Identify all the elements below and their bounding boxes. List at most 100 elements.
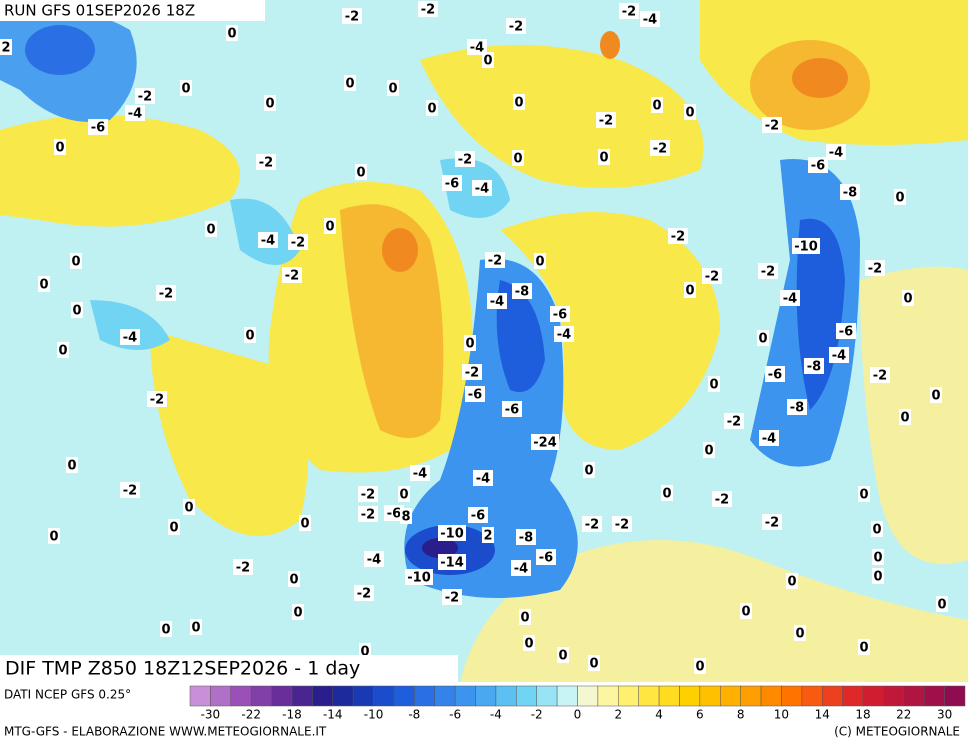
contour-label-box bbox=[650, 140, 670, 156]
contour-label: 0 bbox=[599, 151, 608, 166]
contour-label: -2 bbox=[653, 142, 667, 157]
colorbar-swatch bbox=[189, 685, 211, 707]
contour-label: -6 bbox=[505, 403, 519, 418]
contour-label-box bbox=[233, 559, 253, 575]
contour-label: -2 bbox=[761, 265, 775, 280]
contour-label-box bbox=[387, 80, 399, 96]
contour-label-box bbox=[442, 589, 462, 605]
contour-label: 0 bbox=[39, 278, 48, 293]
contour-label: 0 bbox=[181, 82, 190, 97]
contour-label: -2 bbox=[765, 516, 779, 531]
colorbar-label: -8 bbox=[408, 708, 420, 722]
copyright: (C) METEOGIORNALE bbox=[834, 725, 960, 739]
contour-label-box bbox=[502, 401, 522, 417]
contour-label-box bbox=[829, 347, 849, 363]
contour-label-box bbox=[516, 529, 536, 545]
contour-label: 0 bbox=[169, 521, 178, 536]
contour-label-box bbox=[858, 486, 870, 502]
colorbar-swatch bbox=[250, 685, 272, 707]
contour-label: 0 bbox=[67, 459, 76, 474]
contour-label: -2 bbox=[123, 484, 137, 499]
contour-label: 0 bbox=[161, 623, 170, 638]
colorbar-swatch bbox=[495, 685, 517, 707]
contour-label-box bbox=[684, 104, 696, 120]
contour-label-box bbox=[870, 367, 890, 383]
contour-label: -6 bbox=[468, 388, 482, 403]
contour-label-box bbox=[708, 376, 720, 392]
colorbar-swatch bbox=[434, 685, 456, 707]
contour-label-box bbox=[808, 157, 828, 173]
map-field bbox=[0, 0, 968, 682]
colorbar-swatch bbox=[638, 685, 660, 707]
contour-label: -8 bbox=[843, 186, 857, 201]
contour-label-box bbox=[619, 3, 639, 19]
contour-label: 0 bbox=[360, 645, 369, 660]
contour-label: 0 bbox=[584, 464, 593, 479]
contour-label: -2 bbox=[715, 493, 729, 508]
contour-label: -2 bbox=[615, 518, 629, 533]
contour-label-box bbox=[534, 253, 546, 269]
contour-label: 0 bbox=[795, 627, 804, 642]
contour-label: 0 bbox=[356, 166, 365, 181]
contour-label: -6 bbox=[387, 507, 401, 522]
contour-label-box bbox=[557, 647, 569, 663]
contour-label: -4 bbox=[557, 328, 571, 343]
contour-label-box bbox=[384, 505, 404, 521]
contour-label: 0 bbox=[903, 292, 912, 307]
colorbar-swatch bbox=[842, 685, 864, 707]
contour-label: -10 bbox=[440, 527, 464, 542]
contour-label-box bbox=[342, 8, 362, 24]
contour-label: 0 bbox=[514, 96, 523, 111]
contour-label-box bbox=[299, 515, 311, 531]
colorbar-label: -2 bbox=[531, 708, 543, 722]
contour-label-box bbox=[936, 596, 948, 612]
contour-label-box bbox=[792, 238, 820, 254]
contour-label: 0 bbox=[872, 523, 881, 538]
contour-label: 0 bbox=[427, 102, 436, 117]
contour-label: -6 bbox=[553, 308, 567, 323]
title-box bbox=[0, 0, 265, 21]
contour-label-box bbox=[865, 260, 885, 276]
contour-label: 0 bbox=[345, 77, 354, 92]
colorbar-label: 4 bbox=[655, 708, 663, 722]
contour-label: 0 bbox=[558, 649, 567, 664]
contour-label: -4 bbox=[490, 295, 504, 310]
contour-label: 0 bbox=[49, 530, 58, 545]
contour-label: 0 bbox=[859, 641, 868, 656]
contour-label-box bbox=[872, 549, 884, 565]
contour-label: 0 bbox=[873, 570, 882, 585]
data-source: DATI NCEP GFS 0.25° bbox=[4, 688, 131, 702]
contour-label-box bbox=[758, 263, 778, 279]
contour-label: -24 bbox=[533, 436, 557, 451]
contour-label-box bbox=[513, 94, 525, 110]
contour-label-box bbox=[455, 151, 475, 167]
contour-label-box bbox=[0, 39, 12, 55]
contour-label-box bbox=[871, 521, 883, 537]
contour-label-box bbox=[930, 387, 942, 403]
colorbar-swatch bbox=[781, 685, 803, 707]
contour-label: -6 bbox=[768, 368, 782, 383]
colorbar-label: -14 bbox=[323, 708, 343, 722]
contour-label-box bbox=[418, 1, 438, 17]
contour-label-box bbox=[467, 39, 487, 55]
contour-label-box bbox=[787, 399, 807, 415]
contour-label-box bbox=[612, 516, 632, 532]
contour-label-box bbox=[786, 573, 798, 589]
colorbar-swatch bbox=[291, 685, 313, 707]
colorbar-swatch bbox=[679, 685, 701, 707]
contour-label-box bbox=[398, 486, 410, 502]
contour-label-box bbox=[712, 491, 732, 507]
colorbar-label: 10 bbox=[774, 708, 789, 722]
contour-label: 0 bbox=[535, 255, 544, 270]
contour-label-box bbox=[70, 253, 82, 269]
contour-label-box bbox=[354, 585, 374, 601]
contour-label: 0 bbox=[859, 488, 868, 503]
colorbar-swatch bbox=[475, 685, 497, 707]
contour-label-box bbox=[826, 144, 846, 160]
map-caption: DIF TMP Z850 18Z12SEP2026 - 1 day bbox=[5, 658, 360, 680]
contour-label: -2 bbox=[285, 269, 299, 284]
contour-label: 0 bbox=[900, 411, 909, 426]
colorbar-label: -22 bbox=[241, 708, 261, 722]
colorbar-swatch bbox=[801, 685, 823, 707]
colorbar-swatch bbox=[597, 685, 619, 707]
